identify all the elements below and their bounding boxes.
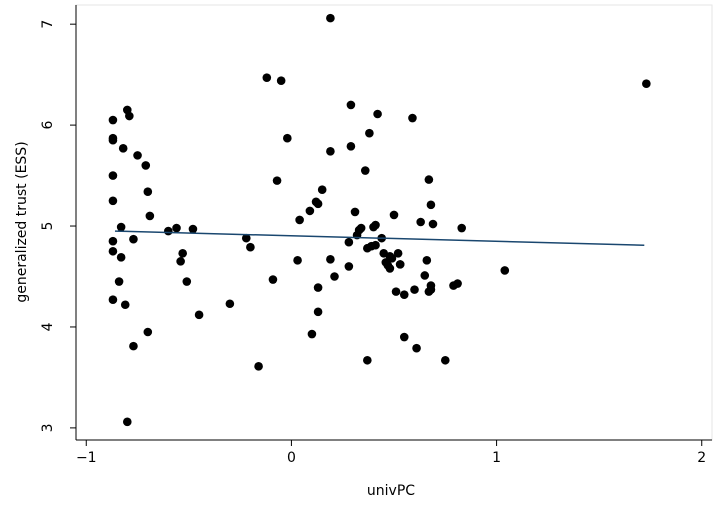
point <box>360 166 370 175</box>
point <box>108 246 118 256</box>
x-tick-label: 0 <box>287 450 296 466</box>
point <box>363 355 372 365</box>
point <box>108 236 118 246</box>
point <box>422 256 432 265</box>
point <box>412 343 421 353</box>
point <box>356 223 366 233</box>
point <box>241 233 251 243</box>
point <box>141 161 151 170</box>
fit-line <box>114 230 645 246</box>
point <box>122 417 132 427</box>
point <box>276 76 286 85</box>
point <box>108 115 118 125</box>
point <box>116 253 126 262</box>
point <box>182 277 192 286</box>
y-axis-title: generalized trust (ESS) <box>14 141 30 302</box>
x-tick-label: 1 <box>492 450 501 466</box>
point <box>133 151 142 160</box>
point <box>346 100 356 110</box>
y-tick-label: 7 <box>40 20 56 29</box>
x-tick-label: −1 <box>76 450 97 466</box>
point <box>108 196 118 206</box>
point <box>399 290 409 299</box>
point <box>410 285 419 294</box>
point <box>114 277 124 286</box>
point <box>164 226 173 236</box>
point <box>344 237 354 247</box>
point <box>457 223 467 233</box>
point <box>344 262 354 271</box>
point <box>399 332 409 342</box>
point <box>225 299 235 309</box>
point <box>143 187 153 197</box>
point <box>330 272 339 281</box>
point <box>118 144 128 153</box>
point <box>129 341 138 351</box>
point <box>426 200 436 210</box>
point <box>313 307 323 317</box>
point <box>387 254 397 263</box>
point <box>642 79 651 89</box>
point <box>393 248 403 258</box>
point <box>428 219 438 229</box>
point <box>326 147 335 156</box>
point <box>389 210 399 220</box>
point <box>108 135 118 145</box>
point <box>317 185 327 194</box>
y-tick-label: 6 <box>40 121 56 130</box>
point <box>129 234 138 244</box>
x-axis-title: univPC <box>367 483 415 499</box>
point <box>307 329 317 339</box>
point <box>145 211 155 221</box>
point <box>365 128 374 138</box>
point <box>178 248 187 258</box>
point <box>453 279 462 288</box>
point <box>346 141 356 151</box>
point <box>108 171 118 180</box>
point <box>326 255 335 264</box>
point <box>254 362 263 371</box>
point <box>424 287 434 296</box>
point <box>440 355 450 365</box>
point <box>424 175 434 184</box>
point <box>194 310 204 320</box>
y-tick-label: 3 <box>40 423 56 432</box>
point <box>371 240 380 250</box>
point <box>120 300 130 310</box>
point <box>246 242 255 252</box>
point <box>373 109 382 119</box>
y-tick-label: 4 <box>40 322 56 331</box>
point <box>391 287 401 296</box>
point <box>371 220 380 230</box>
point <box>268 275 278 284</box>
point <box>108 295 118 305</box>
point <box>283 133 292 143</box>
point <box>143 327 153 337</box>
point <box>313 283 323 292</box>
point <box>116 222 126 232</box>
point <box>188 224 198 234</box>
point <box>295 215 304 225</box>
point <box>176 257 185 266</box>
y-tick-label: 5 <box>40 222 56 231</box>
point <box>313 199 323 209</box>
x-tick-label: 2 <box>697 450 706 466</box>
point <box>326 13 335 23</box>
point <box>395 260 405 269</box>
point <box>416 217 425 227</box>
point <box>272 176 282 185</box>
point <box>262 73 272 82</box>
point <box>125 111 134 121</box>
point <box>172 223 181 233</box>
point <box>420 271 430 280</box>
point <box>500 266 510 275</box>
point <box>408 113 417 123</box>
point <box>305 206 315 216</box>
point <box>293 256 302 265</box>
point <box>385 264 395 273</box>
point <box>350 207 360 217</box>
